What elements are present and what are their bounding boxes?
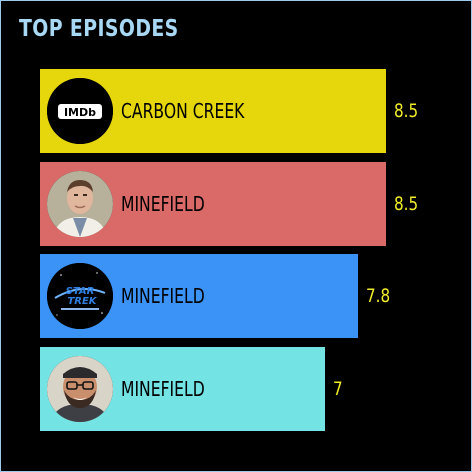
bar: MINEFIELD <box>39 346 326 432</box>
bar-value-label: 7.8 <box>366 285 391 307</box>
bar-category-label: CARBON CREEK <box>121 99 245 123</box>
star-trek-tng-logo-icon: STAR TREK <box>47 263 113 329</box>
bar: IMDb CARBON CREEK <box>39 68 387 154</box>
bar-category-label: MINEFIELD <box>121 192 205 216</box>
bar-category-label: MINEFIELD <box>121 377 205 401</box>
svg-text:IMDb: IMDb <box>64 106 96 119</box>
bar-value-label: 7 <box>333 378 343 400</box>
chart-title: TOP EPISODES <box>19 16 179 42</box>
bar-value-label: 8.5 <box>394 100 419 122</box>
bar-value-label: 8.5 <box>394 193 419 215</box>
imdb-logo-icon: IMDb <box>47 78 113 144</box>
bar: MINEFIELD <box>39 161 387 247</box>
svg-text:TREK: TREK <box>67 296 97 307</box>
bearded-man-portrait <box>47 356 113 422</box>
man-in-suit-portrait <box>47 171 113 237</box>
svg-text:STAR: STAR <box>66 286 95 297</box>
bar-category-label: MINEFIELD <box>121 284 205 308</box>
bar: STAR TREK MINEFIELD <box>39 253 359 339</box>
